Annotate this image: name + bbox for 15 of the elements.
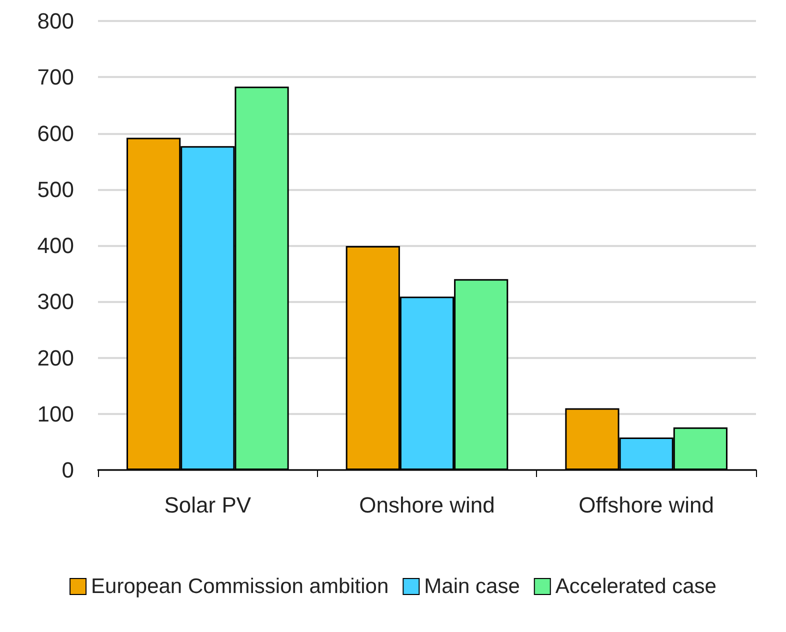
legend-label: Main case — [424, 575, 520, 598]
y-tick-label: 500 — [37, 176, 74, 202]
y-tick-label: 600 — [37, 120, 74, 146]
y-tick-label: 0 — [62, 458, 74, 482]
y-tick-label: 300 — [37, 289, 74, 314]
y-tick-label: 200 — [37, 345, 74, 370]
x-tick-label: Offshore wind — [578, 492, 714, 518]
x-tick-label: Solar PV — [164, 492, 252, 518]
y-tick-label: 100 — [37, 401, 74, 426]
x-tick-label: Onshore wind — [359, 492, 495, 518]
y-tick-label: 800 — [37, 8, 74, 34]
y-tick-label: 700 — [37, 64, 74, 90]
y-tick-label: 400 — [37, 233, 74, 258]
legend-label: Accelerated case — [555, 575, 716, 598]
legend-label: European Commission ambition — [91, 575, 389, 598]
